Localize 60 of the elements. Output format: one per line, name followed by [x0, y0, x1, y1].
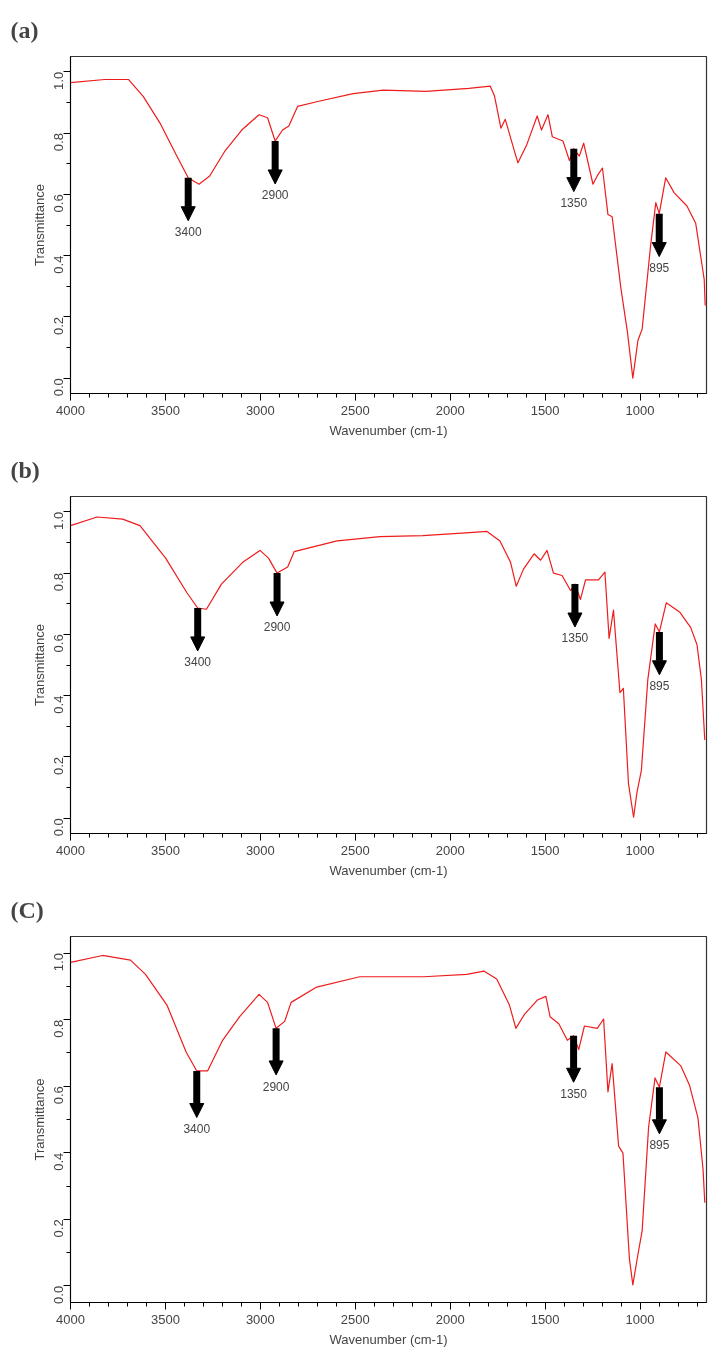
x-tick-label: 3500: [150, 402, 180, 418]
x-tick-label: 2000: [435, 402, 465, 418]
annotation: 2900: [262, 1079, 290, 1094]
y-tick-label: 0.2: [51, 316, 66, 335]
y-tick-label: 0.0: [51, 818, 66, 837]
x-tick-label: 2500: [340, 402, 370, 418]
y-tick-label: 0.0: [51, 1285, 66, 1304]
annotation: 3400: [184, 655, 212, 670]
x-tick-label: 2000: [435, 842, 465, 858]
x-tick-label: 2500: [340, 1311, 370, 1327]
y-tick-label: 1.0: [51, 953, 66, 972]
y-tick-label: 0.8: [51, 133, 66, 152]
x-tick-label: 4000: [56, 1311, 85, 1327]
x-tick-label: 1000: [625, 402, 655, 418]
annotation: 3400: [174, 224, 202, 239]
y-tick-label: 0.2: [51, 756, 66, 775]
annotation: 2900: [263, 620, 291, 635]
x-tick-label: 3500: [150, 1311, 180, 1327]
chart-title: (b): [10, 456, 40, 483]
y-axis-title: Transmittance: [31, 184, 47, 266]
y-axis-title: Transmittance: [31, 624, 47, 706]
y-tick-label: 0.4: [51, 695, 66, 714]
x-tick-label: 4000: [56, 842, 85, 858]
x-tick-label: 1000: [625, 1311, 655, 1327]
annotation: 1350: [561, 631, 589, 646]
x-axis-title: Wavenumber (cm-1): [329, 862, 448, 878]
x-tick-label: 4000: [56, 402, 85, 418]
x-tick-label: 2000: [435, 1311, 465, 1327]
annotation: 895: [649, 1138, 670, 1153]
y-tick-label: 0.0: [51, 378, 66, 397]
annotation: 895: [649, 260, 670, 275]
annotation: 1350: [560, 195, 588, 210]
x-tick-label: 1500: [530, 842, 560, 858]
x-axis-title: Wavenumber (cm-1): [329, 422, 448, 438]
y-tick-label: 1.0: [51, 511, 66, 530]
y-tick-label: 0.6: [51, 634, 66, 653]
y-tick-label: 0.8: [51, 573, 66, 592]
y-axis-title: Transmittance: [31, 1078, 47, 1161]
y-tick-label: 0.8: [51, 1019, 66, 1038]
x-tick-label: 3000: [245, 402, 275, 418]
y-tick-label: 0.2: [51, 1219, 66, 1238]
x-tick-label: 1500: [530, 1311, 560, 1327]
x-tick-label: 3000: [245, 1311, 275, 1327]
y-tick-label: 0.6: [51, 1086, 66, 1105]
annotation: 2900: [261, 188, 289, 203]
chart-title: (C): [10, 896, 44, 923]
y-tick-label: 0.6: [51, 194, 66, 213]
chart-title: (a): [10, 16, 39, 43]
x-axis-title: Wavenumber (cm-1): [329, 1331, 448, 1347]
annotation: 895: [649, 678, 670, 693]
x-tick-label: 1000: [625, 842, 655, 858]
x-tick-label: 2500: [340, 842, 370, 858]
y-tick-label: 0.4: [51, 1152, 66, 1171]
x-tick-label: 1500: [530, 402, 560, 418]
x-tick-label: 3000: [245, 842, 275, 858]
y-tick-label: 1.0: [51, 71, 66, 90]
annotation: 3400: [183, 1122, 211, 1137]
annotation: 1350: [560, 1086, 588, 1101]
y-tick-label: 0.4: [51, 255, 66, 274]
x-tick-label: 3500: [150, 842, 180, 858]
